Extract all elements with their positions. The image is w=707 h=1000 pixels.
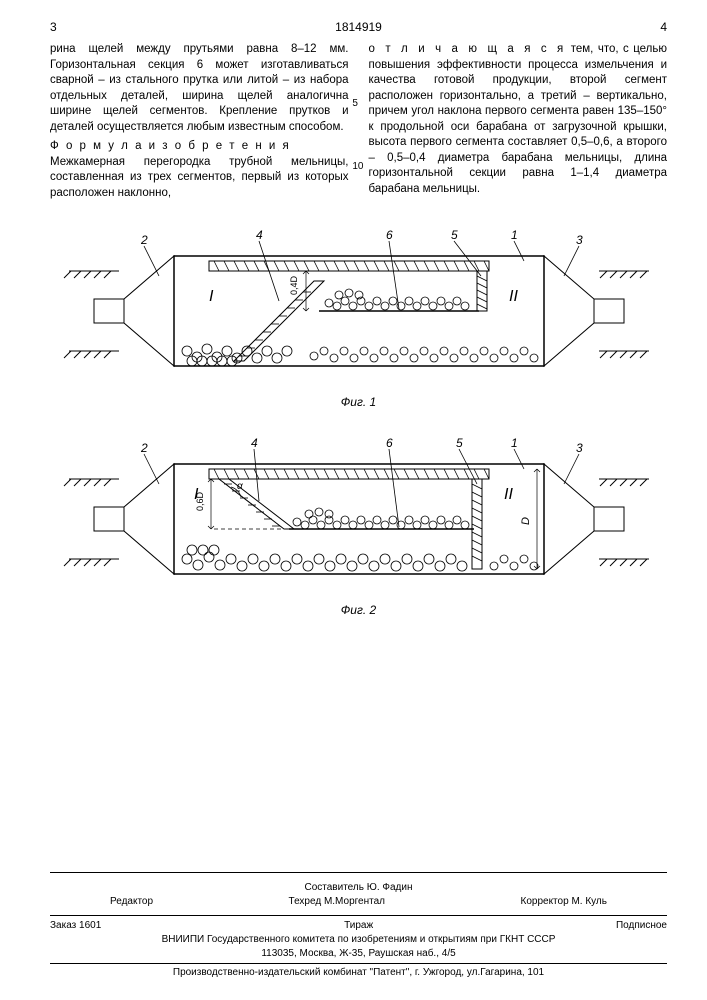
footer-addr: 113035, Москва, Ж-35, Раушская наб., 4/5 [50, 947, 667, 961]
fig1-chamber1: I [209, 288, 214, 305]
fig2-dim1: 0,6D [195, 492, 205, 512]
line-mark-5: 5 [352, 97, 358, 111]
formula-title: Ф о р м у л а и з о б р е т е н и я [50, 140, 291, 152]
fig1-dim: 0,4D [289, 276, 299, 296]
fig2-ref5: 5 [456, 436, 463, 450]
fig1-chamber2: II [509, 288, 518, 305]
line-mark-10: 10 [352, 160, 363, 174]
body-text: 5 10 рина щелей между прутьями равна 8–1… [50, 42, 667, 201]
left-column: рина щелей между прутьями равна 8–12 мм.… [50, 42, 349, 201]
compiler-label: Составитель [304, 882, 363, 893]
podpisnoe: Подписное [616, 920, 667, 931]
figure-2-caption: Фиг. 2 [50, 603, 667, 617]
page-number-left: 3 [50, 20, 70, 34]
order-label: Заказ [50, 920, 76, 931]
compiler-name: Ю. Фадин [367, 882, 413, 893]
fig2-dim2: D [520, 517, 532, 525]
editor-label: Редактор [110, 895, 153, 909]
fig2-chamber2: II [504, 486, 513, 503]
footer-printer: Производственно-издательский комбинат "П… [50, 966, 667, 980]
fig1-ref2: 2 [140, 233, 148, 247]
right-p1-rest: тем, что, с целью повышения эффективност… [369, 43, 668, 195]
left-p1: рина щелей между прутьями равна 8–12 мм.… [50, 43, 349, 133]
fig2-ref4: 4 [251, 436, 258, 450]
techred-name: М.Моргентал [324, 896, 385, 907]
fig1-ref3: 3 [576, 233, 583, 247]
patent-number: 1814919 [70, 20, 647, 34]
fig2-ref1: 1 [511, 436, 518, 450]
fig2-ref6: 6 [386, 436, 393, 450]
figure-2: 2 4 6 5 1 3 I II 0,6D D α [50, 429, 667, 617]
footer: Составитель Ю. Фадин Редактор Техред М.М… [50, 872, 667, 980]
tirazh: Тираж [344, 920, 373, 931]
techred-label: Техред [289, 896, 322, 907]
figure-1-svg: 2 4 6 5 1 3 I II 0,4D [59, 221, 659, 391]
fig1-ref6: 6 [386, 228, 393, 242]
page-header: 3 1814919 4 [50, 20, 667, 34]
fig2-alpha: α [237, 481, 243, 492]
fig2-ref2: 2 [140, 441, 148, 455]
fig1-ref4: 4 [256, 228, 263, 242]
figure-2-svg: 2 4 6 5 1 3 I II 0,6D D α [59, 429, 659, 599]
left-p2: Межкамерная перегородка трубной мельницы… [50, 156, 349, 199]
page-number-right: 4 [647, 20, 667, 34]
corrector-label: Корректор [521, 896, 569, 907]
right-p1-spaced: о т л и ч а ю щ а я с я [369, 43, 567, 55]
order-num: 1601 [79, 920, 101, 931]
figure-1: 2 4 6 5 1 3 I II 0,4D Фиг. 1 [50, 221, 667, 409]
footer-org: ВНИИПИ Государственного комитета по изоб… [50, 933, 667, 947]
right-column: о т л и ч а ю щ а я с я тем, что, с цель… [369, 42, 668, 201]
figure-1-caption: Фиг. 1 [50, 395, 667, 409]
fig2-ref3: 3 [576, 441, 583, 455]
fig1-ref5: 5 [451, 228, 458, 242]
fig1-ref1: 1 [511, 228, 518, 242]
corrector-name: М. Куль [571, 896, 607, 907]
